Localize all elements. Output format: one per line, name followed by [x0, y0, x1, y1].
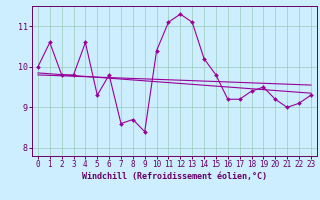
X-axis label: Windchill (Refroidissement éolien,°C): Windchill (Refroidissement éolien,°C): [82, 172, 267, 181]
